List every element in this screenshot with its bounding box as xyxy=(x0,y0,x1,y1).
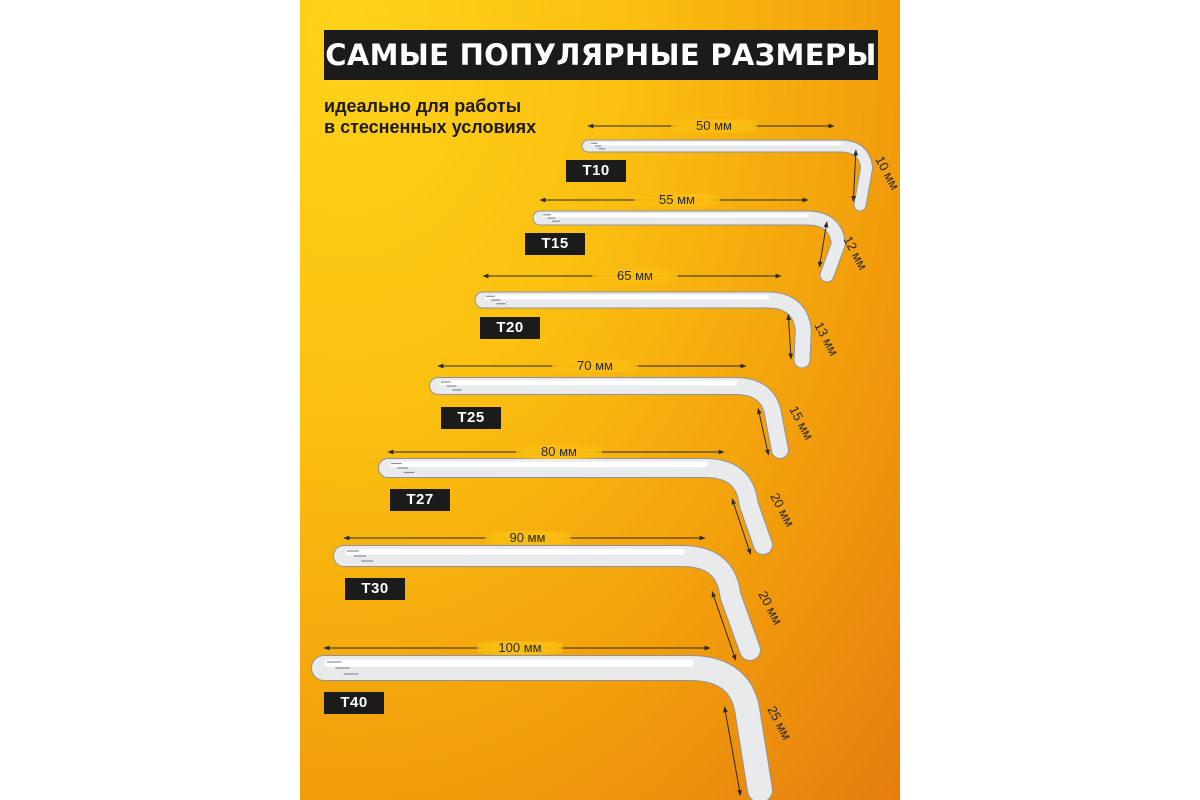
size-tag-t30: T30 xyxy=(345,578,405,600)
key-outline xyxy=(581,139,874,212)
length-label: 70 мм xyxy=(552,359,638,373)
hook-dimension-arrow xyxy=(757,408,770,456)
subtitle: идеально для работы в стесненных условия… xyxy=(324,96,536,138)
size-tag-t15: T15 xyxy=(525,233,585,255)
hook-dimension-arrow xyxy=(786,314,794,360)
length-label: 100 мм xyxy=(477,641,563,655)
subtitle-line-1: идеально для работы xyxy=(324,96,522,116)
size-tag-t20: T20 xyxy=(480,317,540,339)
key-shaft xyxy=(582,140,873,211)
key-shaft xyxy=(312,656,772,800)
hook-dimension-arrow xyxy=(723,706,742,796)
hook-dimension-arrow xyxy=(817,221,829,268)
size-tag-t40: T40 xyxy=(324,692,384,714)
product-card: САМЫЕ ПОПУЛЯРНЫЕ РАЗМЕРЫ идеально для ра… xyxy=(300,0,900,800)
length-label: 65 мм xyxy=(592,269,678,283)
length-label: 80 мм xyxy=(516,445,602,459)
size-tag-t27: T27 xyxy=(390,489,450,511)
torx-key-t40 xyxy=(311,645,773,800)
key-outline xyxy=(311,655,773,800)
torx-key-t20 xyxy=(474,273,812,369)
length-label: 90 мм xyxy=(484,531,571,545)
torx-key-t10 xyxy=(581,123,874,212)
length-label: 55 мм xyxy=(634,193,720,207)
page-title: САМЫЕ ПОПУЛЯРНЫЕ РАЗМЕРЫ xyxy=(325,38,877,72)
size-tag-t25: T25 xyxy=(441,407,501,429)
key-shaft xyxy=(533,211,845,282)
title-banner: САМЫЕ ПОПУЛЯРНЫЕ РАЗМЕРЫ xyxy=(324,30,878,80)
torx-keys-illustration xyxy=(311,123,874,800)
subtitle-line-2: в стесненных условиях xyxy=(324,117,537,137)
hook-dimension-arrow xyxy=(851,149,859,202)
hook-dimension-arrow xyxy=(731,498,752,555)
key-outline xyxy=(333,545,761,661)
key-shaft xyxy=(475,292,811,368)
key-shaft xyxy=(334,546,760,660)
hook-dimension-arrow xyxy=(711,591,737,661)
size-tag-t10: T10 xyxy=(566,160,626,182)
key-shaft xyxy=(430,378,788,458)
length-label: 50 мм xyxy=(671,119,757,133)
